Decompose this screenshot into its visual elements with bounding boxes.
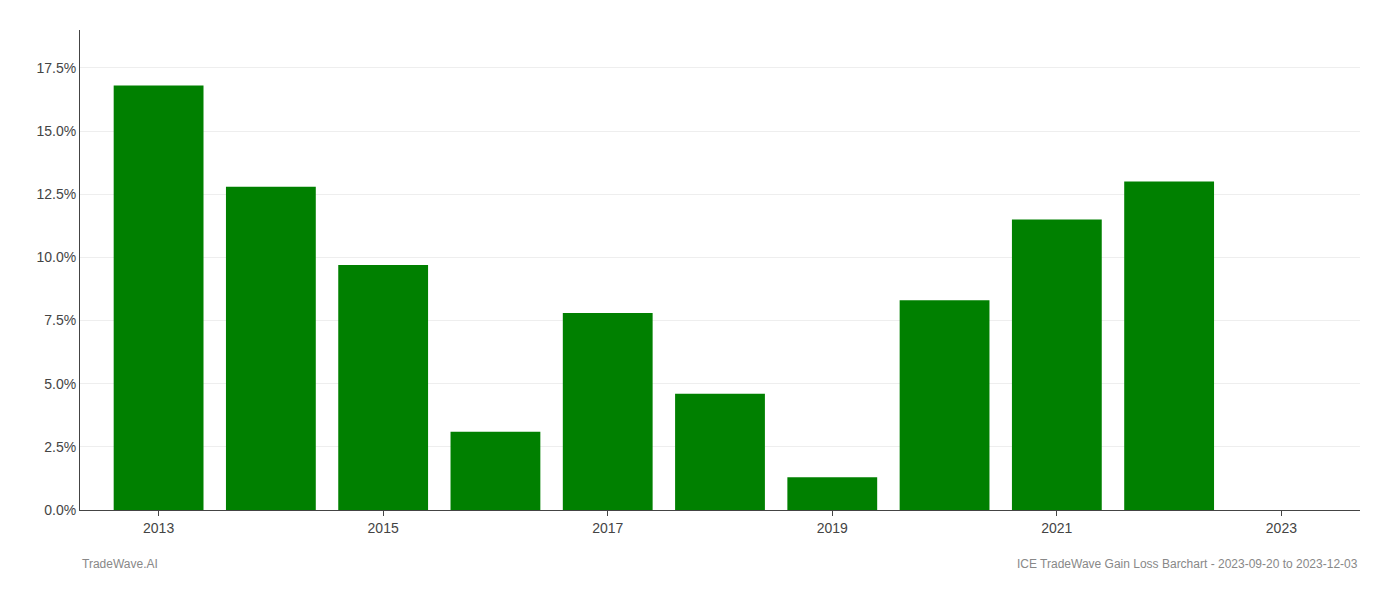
svg-text:2013: 2013 <box>143 520 174 536</box>
svg-text:7.5%: 7.5% <box>44 312 76 328</box>
svg-text:0.0%: 0.0% <box>44 502 76 518</box>
svg-text:ICE TradeWave Gain Loss Barcha: ICE TradeWave Gain Loss Barchart - 2023-… <box>1017 557 1358 571</box>
svg-text:2.5%: 2.5% <box>44 439 76 455</box>
svg-text:2023: 2023 <box>1266 520 1297 536</box>
svg-text:17.5%: 17.5% <box>36 60 76 76</box>
svg-text:TradeWave.AI: TradeWave.AI <box>82 557 158 571</box>
svg-text:12.5%: 12.5% <box>36 186 76 202</box>
svg-text:2019: 2019 <box>817 520 848 536</box>
svg-text:2017: 2017 <box>592 520 623 536</box>
svg-text:2021: 2021 <box>1041 520 1072 536</box>
svg-text:5.0%: 5.0% <box>44 376 76 392</box>
svg-text:2015: 2015 <box>368 520 399 536</box>
svg-text:10.0%: 10.0% <box>36 249 76 265</box>
svg-text:15.0%: 15.0% <box>36 123 76 139</box>
